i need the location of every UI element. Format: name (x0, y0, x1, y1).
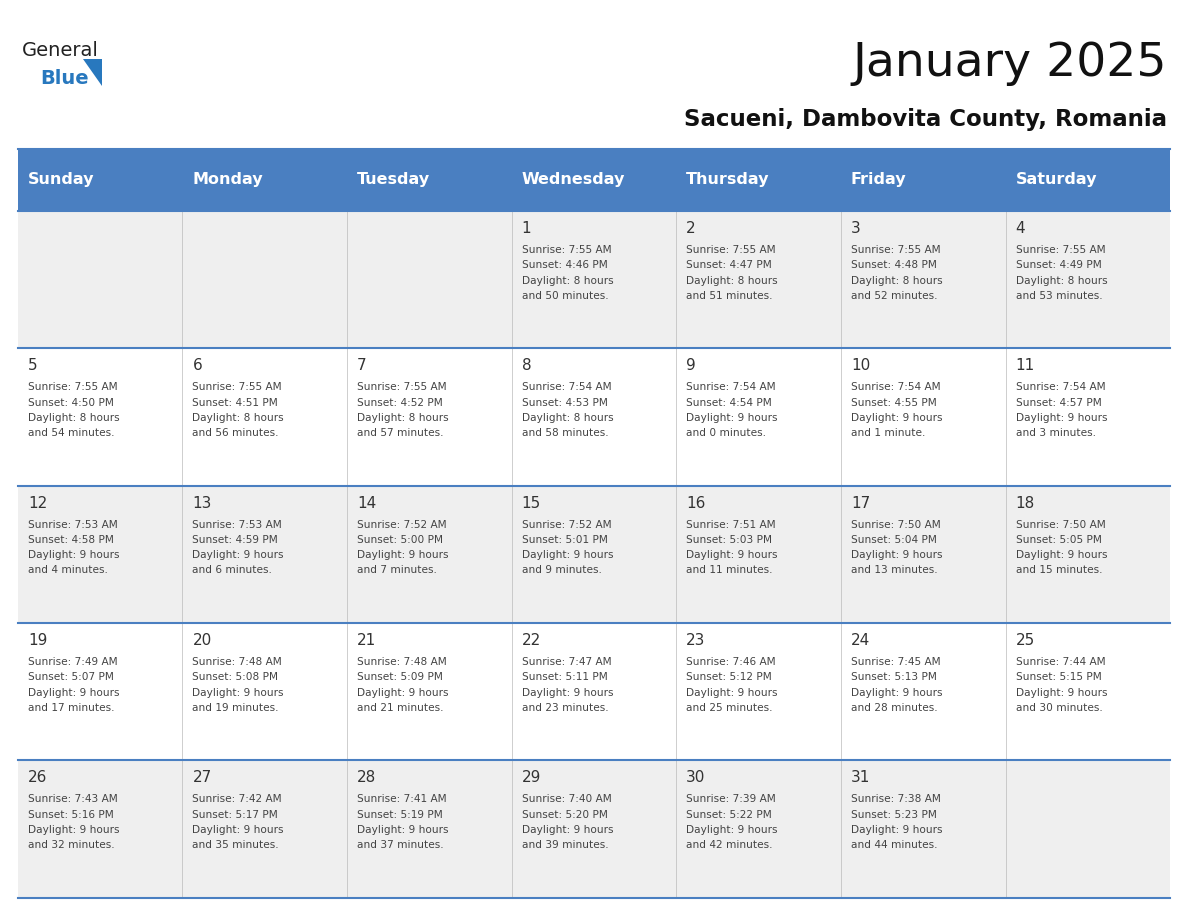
Text: Sunrise: 7:55 AM
Sunset: 4:52 PM
Daylight: 8 hours
and 57 minutes.: Sunrise: 7:55 AM Sunset: 4:52 PM Dayligh… (358, 383, 449, 438)
Text: Sunrise: 7:40 AM
Sunset: 5:20 PM
Daylight: 9 hours
and 39 minutes.: Sunrise: 7:40 AM Sunset: 5:20 PM Dayligh… (522, 794, 613, 850)
Text: 15: 15 (522, 496, 541, 510)
Text: Sunrise: 7:55 AM
Sunset: 4:46 PM
Daylight: 8 hours
and 50 minutes.: Sunrise: 7:55 AM Sunset: 4:46 PM Dayligh… (522, 245, 613, 301)
Bar (18, 349, 1170, 486)
Text: Sunrise: 7:54 AM
Sunset: 4:57 PM
Daylight: 9 hours
and 3 minutes.: Sunrise: 7:54 AM Sunset: 4:57 PM Dayligh… (1016, 383, 1107, 438)
Text: Sunrise: 7:42 AM
Sunset: 5:17 PM
Daylight: 9 hours
and 35 minutes.: Sunrise: 7:42 AM Sunset: 5:17 PM Dayligh… (192, 794, 284, 850)
Text: 10: 10 (851, 358, 870, 374)
Text: Sunrise: 7:44 AM
Sunset: 5:15 PM
Daylight: 9 hours
and 30 minutes.: Sunrise: 7:44 AM Sunset: 5:15 PM Dayligh… (1016, 657, 1107, 712)
Text: 12: 12 (27, 496, 48, 510)
Text: Monday: Monday (192, 173, 263, 187)
Text: 19: 19 (27, 633, 48, 648)
Text: Sunrise: 7:47 AM
Sunset: 5:11 PM
Daylight: 9 hours
and 23 minutes.: Sunrise: 7:47 AM Sunset: 5:11 PM Dayligh… (522, 657, 613, 712)
Text: 16: 16 (687, 496, 706, 510)
Text: 21: 21 (358, 633, 377, 648)
Text: 20: 20 (192, 633, 211, 648)
Text: 14: 14 (358, 496, 377, 510)
Text: 4: 4 (1016, 221, 1025, 236)
Text: 28: 28 (358, 770, 377, 786)
Text: 27: 27 (192, 770, 211, 786)
Text: Saturday: Saturday (1016, 173, 1097, 187)
Text: 1: 1 (522, 221, 531, 236)
Text: Sunrise: 7:55 AM
Sunset: 4:50 PM
Daylight: 8 hours
and 54 minutes.: Sunrise: 7:55 AM Sunset: 4:50 PM Dayligh… (27, 383, 120, 438)
Text: Sunrise: 7:46 AM
Sunset: 5:12 PM
Daylight: 9 hours
and 25 minutes.: Sunrise: 7:46 AM Sunset: 5:12 PM Dayligh… (687, 657, 778, 712)
Text: Sunrise: 7:48 AM
Sunset: 5:08 PM
Daylight: 9 hours
and 19 minutes.: Sunrise: 7:48 AM Sunset: 5:08 PM Dayligh… (192, 657, 284, 712)
Text: Wednesday: Wednesday (522, 173, 625, 187)
Text: 31: 31 (851, 770, 871, 786)
Text: Sunrise: 7:51 AM
Sunset: 5:03 PM
Daylight: 9 hours
and 11 minutes.: Sunrise: 7:51 AM Sunset: 5:03 PM Dayligh… (687, 520, 778, 576)
Text: 5: 5 (27, 358, 38, 374)
Text: Sunrise: 7:50 AM
Sunset: 5:05 PM
Daylight: 9 hours
and 15 minutes.: Sunrise: 7:50 AM Sunset: 5:05 PM Dayligh… (1016, 520, 1107, 576)
Text: January 2025: January 2025 (852, 41, 1167, 86)
Text: 2: 2 (687, 221, 696, 236)
Bar (18, 211, 1170, 349)
Text: Sunrise: 7:52 AM
Sunset: 5:00 PM
Daylight: 9 hours
and 7 minutes.: Sunrise: 7:52 AM Sunset: 5:00 PM Dayligh… (358, 520, 449, 576)
Text: Sunrise: 7:38 AM
Sunset: 5:23 PM
Daylight: 9 hours
and 44 minutes.: Sunrise: 7:38 AM Sunset: 5:23 PM Dayligh… (851, 794, 942, 850)
Text: 13: 13 (192, 496, 211, 510)
Text: 18: 18 (1016, 496, 1035, 510)
Text: Sunrise: 7:53 AM
Sunset: 4:58 PM
Daylight: 9 hours
and 4 minutes.: Sunrise: 7:53 AM Sunset: 4:58 PM Dayligh… (27, 520, 119, 576)
Text: Sunrise: 7:55 AM
Sunset: 4:51 PM
Daylight: 8 hours
and 56 minutes.: Sunrise: 7:55 AM Sunset: 4:51 PM Dayligh… (192, 383, 284, 438)
Bar (18, 760, 1170, 898)
Text: Sunrise: 7:39 AM
Sunset: 5:22 PM
Daylight: 9 hours
and 42 minutes.: Sunrise: 7:39 AM Sunset: 5:22 PM Dayligh… (687, 794, 778, 850)
Text: Blue: Blue (40, 69, 89, 88)
Text: 26: 26 (27, 770, 48, 786)
Text: Sunrise: 7:54 AM
Sunset: 4:55 PM
Daylight: 9 hours
and 1 minute.: Sunrise: 7:54 AM Sunset: 4:55 PM Dayligh… (851, 383, 942, 438)
Text: 23: 23 (687, 633, 706, 648)
Text: Sunrise: 7:50 AM
Sunset: 5:04 PM
Daylight: 9 hours
and 13 minutes.: Sunrise: 7:50 AM Sunset: 5:04 PM Dayligh… (851, 520, 942, 576)
Text: 6: 6 (192, 358, 202, 374)
Text: Thursday: Thursday (687, 173, 770, 187)
Text: General: General (21, 40, 99, 60)
Text: Sunrise: 7:55 AM
Sunset: 4:48 PM
Daylight: 8 hours
and 52 minutes.: Sunrise: 7:55 AM Sunset: 4:48 PM Dayligh… (851, 245, 942, 301)
Text: Sunrise: 7:41 AM
Sunset: 5:19 PM
Daylight: 9 hours
and 37 minutes.: Sunrise: 7:41 AM Sunset: 5:19 PM Dayligh… (358, 794, 449, 850)
Text: 7: 7 (358, 358, 367, 374)
Text: Sunrise: 7:54 AM
Sunset: 4:53 PM
Daylight: 8 hours
and 58 minutes.: Sunrise: 7:54 AM Sunset: 4:53 PM Dayligh… (522, 383, 613, 438)
Text: Sunday: Sunday (27, 173, 94, 187)
Text: 11: 11 (1016, 358, 1035, 374)
Text: 3: 3 (851, 221, 860, 236)
Text: Sunrise: 7:49 AM
Sunset: 5:07 PM
Daylight: 9 hours
and 17 minutes.: Sunrise: 7:49 AM Sunset: 5:07 PM Dayligh… (27, 657, 119, 712)
Text: Sunrise: 7:52 AM
Sunset: 5:01 PM
Daylight: 9 hours
and 9 minutes.: Sunrise: 7:52 AM Sunset: 5:01 PM Dayligh… (522, 520, 613, 576)
Text: Sacueni, Dambovita County, Romania: Sacueni, Dambovita County, Romania (683, 108, 1167, 131)
Text: 22: 22 (522, 633, 541, 648)
Text: 24: 24 (851, 633, 870, 648)
Text: 29: 29 (522, 770, 541, 786)
Text: 9: 9 (687, 358, 696, 374)
Text: 25: 25 (1016, 633, 1035, 648)
Text: 8: 8 (522, 358, 531, 374)
Bar (18, 149, 1170, 211)
Text: 17: 17 (851, 496, 870, 510)
Text: Sunrise: 7:43 AM
Sunset: 5:16 PM
Daylight: 9 hours
and 32 minutes.: Sunrise: 7:43 AM Sunset: 5:16 PM Dayligh… (27, 794, 119, 850)
Polygon shape (83, 59, 102, 86)
Text: Sunrise: 7:45 AM
Sunset: 5:13 PM
Daylight: 9 hours
and 28 minutes.: Sunrise: 7:45 AM Sunset: 5:13 PM Dayligh… (851, 657, 942, 712)
Text: Friday: Friday (851, 173, 906, 187)
Text: Tuesday: Tuesday (358, 173, 430, 187)
Text: Sunrise: 7:54 AM
Sunset: 4:54 PM
Daylight: 9 hours
and 0 minutes.: Sunrise: 7:54 AM Sunset: 4:54 PM Dayligh… (687, 383, 778, 438)
Text: 30: 30 (687, 770, 706, 786)
Text: Sunrise: 7:53 AM
Sunset: 4:59 PM
Daylight: 9 hours
and 6 minutes.: Sunrise: 7:53 AM Sunset: 4:59 PM Dayligh… (192, 520, 284, 576)
Text: Sunrise: 7:55 AM
Sunset: 4:47 PM
Daylight: 8 hours
and 51 minutes.: Sunrise: 7:55 AM Sunset: 4:47 PM Dayligh… (687, 245, 778, 301)
Text: Sunrise: 7:48 AM
Sunset: 5:09 PM
Daylight: 9 hours
and 21 minutes.: Sunrise: 7:48 AM Sunset: 5:09 PM Dayligh… (358, 657, 449, 712)
Bar (18, 486, 1170, 623)
Bar (18, 623, 1170, 760)
Text: Sunrise: 7:55 AM
Sunset: 4:49 PM
Daylight: 8 hours
and 53 minutes.: Sunrise: 7:55 AM Sunset: 4:49 PM Dayligh… (1016, 245, 1107, 301)
